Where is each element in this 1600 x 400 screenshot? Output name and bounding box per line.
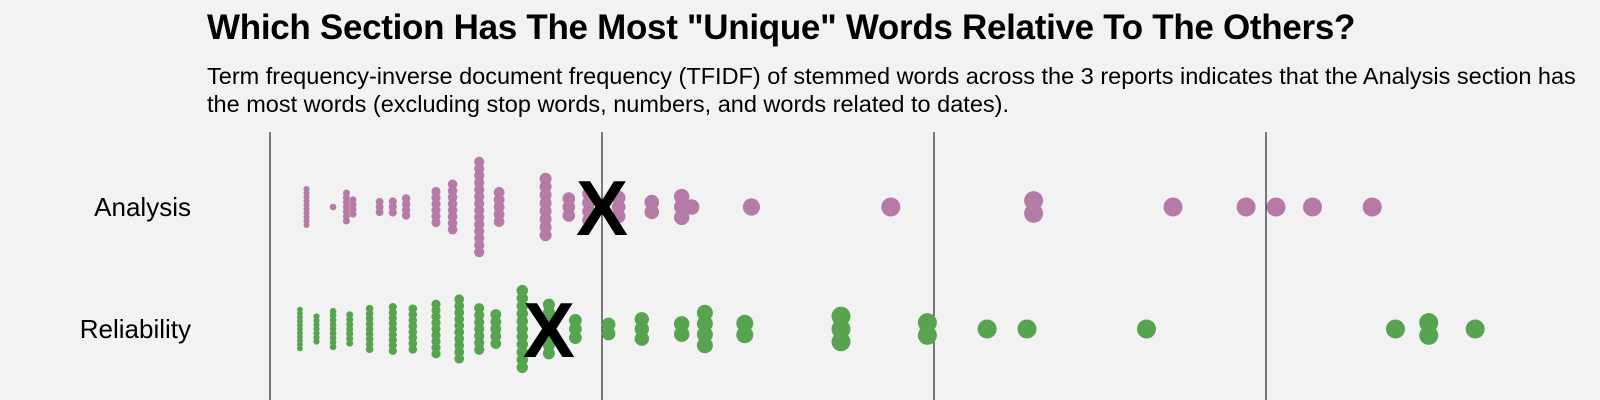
data-point (601, 326, 616, 341)
data-point (474, 170, 485, 181)
data-point (542, 331, 555, 344)
data-point (329, 343, 337, 351)
data-point (977, 319, 997, 339)
chart-subtitle: Term frequency-inverse document frequenc… (207, 63, 1576, 117)
data-point (313, 338, 320, 345)
data-point (346, 316, 354, 323)
data-point (634, 331, 649, 346)
data-point (447, 224, 458, 235)
data-point (582, 213, 596, 227)
data-point (346, 330, 354, 338)
category-label: Analysis (94, 192, 191, 222)
data-point (408, 345, 418, 354)
data-point (831, 332, 851, 352)
data-point (454, 353, 465, 364)
data-point (349, 210, 357, 218)
data-point (349, 201, 357, 209)
data-point (474, 184, 485, 195)
data-point (401, 211, 411, 220)
data-points (297, 156, 1485, 374)
data-point (1017, 319, 1037, 339)
data-point (1266, 197, 1286, 217)
data-point (474, 240, 485, 251)
data-point (611, 209, 626, 224)
data-point (365, 345, 374, 354)
data-point (1024, 203, 1044, 223)
mean-marker: X (523, 286, 575, 374)
data-point (474, 330, 485, 341)
data-point (516, 361, 528, 374)
data-point (674, 209, 690, 226)
data-point (644, 204, 660, 220)
data-point (303, 222, 310, 228)
data-point (742, 198, 761, 216)
data-point (542, 347, 555, 360)
data-point (342, 217, 350, 225)
data-point (388, 346, 397, 355)
data-point (696, 337, 713, 354)
data-point (1303, 197, 1322, 217)
data-point (490, 338, 502, 349)
data-point (431, 349, 441, 359)
data-point (1163, 197, 1183, 217)
data-point (736, 326, 754, 344)
data-point (329, 203, 337, 211)
data-point (474, 344, 485, 355)
data-point (1419, 325, 1439, 345)
chart-title: Which Section Has The Most "Unique" Word… (207, 8, 1356, 47)
data-point (683, 199, 700, 215)
data-point (474, 226, 485, 237)
data-point (569, 331, 582, 344)
data-point (1362, 197, 1382, 217)
gridlines (269, 132, 1267, 400)
data-point (674, 326, 690, 342)
data-point (1236, 197, 1256, 217)
category-labels: Analysis Reliability (80, 192, 191, 344)
data-point (542, 306, 555, 319)
data-point (297, 345, 303, 352)
data-point (388, 208, 397, 217)
data-point (1137, 319, 1156, 339)
data-point (474, 198, 485, 209)
data-point (474, 310, 485, 321)
data-point (375, 208, 384, 217)
category-label: Reliability (80, 314, 191, 344)
data-point (349, 196, 357, 204)
mean-markers: XX (523, 164, 628, 374)
data-point (917, 325, 937, 345)
data-point (474, 156, 485, 167)
data-point (1465, 319, 1485, 339)
data-point (474, 212, 485, 223)
data-point (349, 205, 357, 213)
data-point (562, 209, 576, 222)
data-point (1386, 319, 1405, 339)
mean-marker: X (576, 164, 628, 252)
data-point (474, 247, 485, 258)
data-point (431, 217, 441, 228)
data-point (346, 339, 354, 347)
data-point (539, 229, 552, 242)
data-point (493, 216, 505, 228)
data-point (881, 197, 901, 217)
